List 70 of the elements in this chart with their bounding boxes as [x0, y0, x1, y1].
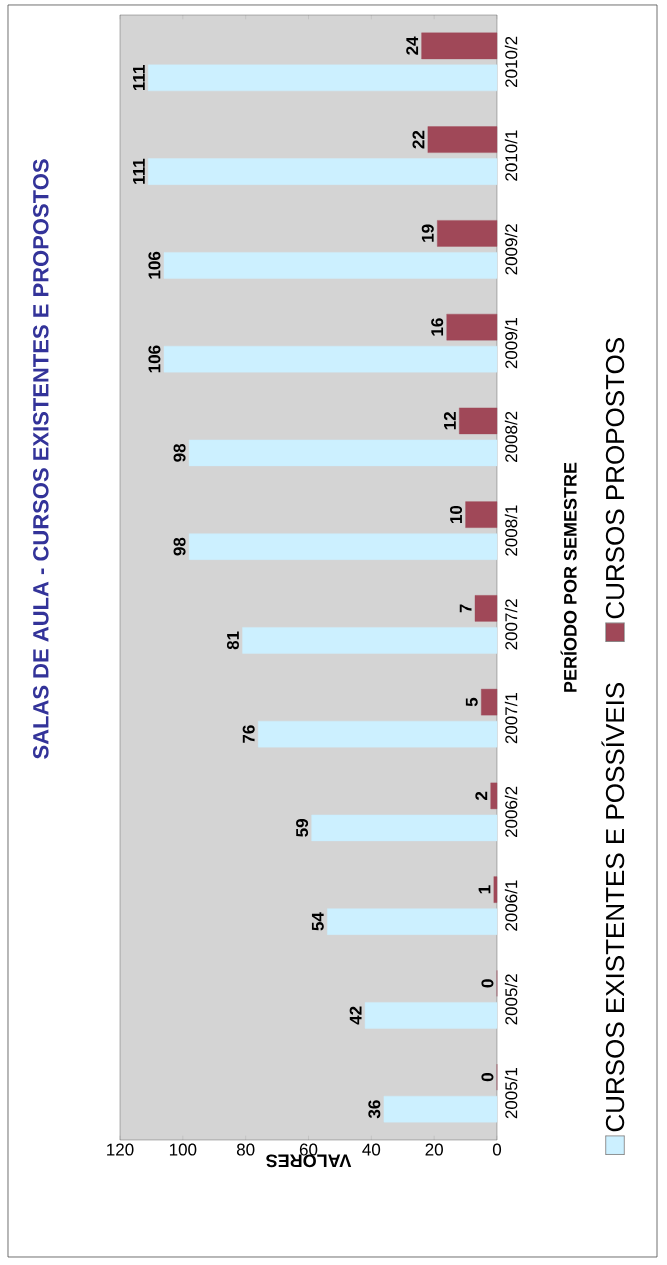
- data-label: 1: [478, 885, 491, 894]
- data-label: 106: [148, 345, 161, 373]
- text: CURSOS EXISTENTES E POSSÍVEIS: [601, 683, 625, 1132]
- data-label: 0: [481, 1073, 494, 1082]
- bar: [437, 220, 498, 247]
- bar: [258, 720, 498, 748]
- bar: [383, 1095, 498, 1123]
- bar: [459, 407, 498, 435]
- data-label: 42: [349, 1006, 362, 1025]
- x-tick-label: 20: [425, 1143, 443, 1156]
- data-label: 22: [412, 130, 425, 149]
- bar: [327, 908, 498, 935]
- data-label: 76: [242, 725, 255, 743]
- bar: [163, 252, 498, 279]
- data-label: 106: [148, 251, 161, 279]
- y-tick-label: 2009/1: [504, 317, 518, 369]
- data-label: 59: [296, 819, 309, 837]
- bar: [148, 64, 498, 92]
- data-label: 54: [311, 912, 324, 931]
- y-tick-label: 2005/2: [504, 974, 518, 1025]
- x-tick-label: 120: [107, 1143, 134, 1156]
- y-tick-label: 2008/1: [504, 505, 518, 556]
- data-label: 81: [226, 631, 239, 650]
- x-tick-label: 40: [362, 1143, 381, 1156]
- y-tick-label: 2010/2: [504, 36, 518, 88]
- bar: [148, 158, 498, 185]
- data-label: 98: [173, 537, 186, 556]
- bar: [364, 1002, 498, 1029]
- bar: [465, 501, 498, 528]
- y-tick-label: 2006/2: [504, 786, 518, 838]
- y-tick-label: 2005/1: [504, 1067, 518, 1119]
- data-label: 7: [459, 604, 472, 613]
- x-tick-label: 0: [492, 1143, 502, 1156]
- data-label: 111: [133, 65, 145, 91]
- data-label: 98: [173, 443, 186, 462]
- bar: [188, 439, 498, 467]
- x-tick-label: 100: [169, 1143, 197, 1156]
- y-tick-label: 2009/2: [504, 224, 518, 275]
- bar: [163, 345, 498, 373]
- y-tick-label: 2008/2: [504, 411, 518, 463]
- x-axis-title: VALORES: [266, 1154, 352, 1168]
- data-label: 111: [133, 158, 145, 184]
- bar: [427, 126, 498, 153]
- data-label: 36: [368, 1100, 381, 1119]
- bar: [490, 782, 498, 810]
- bar: [188, 533, 498, 560]
- y-tick-label: 2007/2: [504, 599, 518, 650]
- y-tick-label: 2010/1: [504, 130, 518, 181]
- bar: [421, 32, 498, 60]
- data-label: 24: [406, 36, 419, 55]
- data-label: 0: [481, 979, 494, 988]
- data-label: 5: [465, 697, 478, 707]
- x-tick-label: 60: [299, 1143, 318, 1156]
- data-label: 16: [431, 318, 444, 336]
- bar: [481, 688, 498, 716]
- bar: [446, 313, 498, 341]
- bar: [242, 627, 498, 654]
- text: SALAS DE AULA - CURSOS EXISTENTES E PROPOSTOS: [33, 159, 49, 759]
- data-label: 2: [475, 791, 488, 801]
- data-label: 19: [421, 224, 434, 242]
- y-axis-title: PERÍODO POR SEMESTRE: [560, 462, 577, 692]
- text: CURSOS PROPOSTOS: [605, 338, 625, 619]
- bar: [311, 814, 498, 842]
- data-label: 12: [443, 412, 456, 430]
- bar: [493, 876, 498, 903]
- x-tick-label: 80: [236, 1143, 255, 1156]
- data-label: 10: [450, 505, 463, 524]
- y-tick-label: 2006/1: [504, 880, 518, 931]
- y-tick-label: 2007/1: [504, 692, 518, 744]
- bar: [474, 595, 498, 622]
